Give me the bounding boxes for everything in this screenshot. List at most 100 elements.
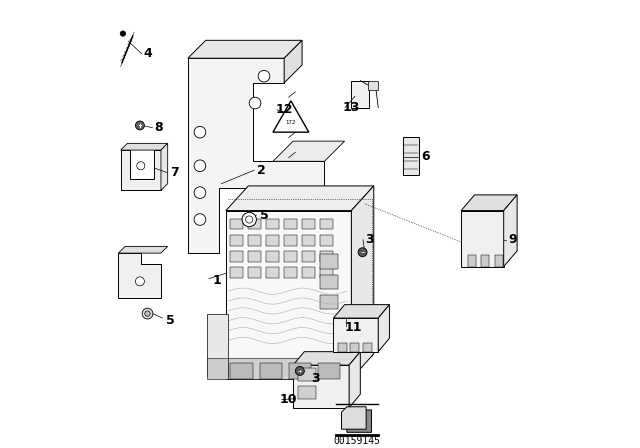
Polygon shape [320, 267, 333, 278]
Polygon shape [188, 58, 324, 253]
Circle shape [358, 248, 367, 257]
Polygon shape [284, 219, 297, 229]
Polygon shape [248, 219, 261, 229]
Polygon shape [293, 365, 349, 408]
Text: 5: 5 [166, 314, 174, 327]
Text: 3: 3 [311, 372, 320, 385]
Polygon shape [333, 318, 378, 352]
Polygon shape [298, 368, 316, 381]
Polygon shape [333, 305, 389, 318]
Polygon shape [226, 211, 351, 379]
Circle shape [249, 97, 261, 109]
Polygon shape [347, 410, 371, 432]
Text: 00159145: 00159145 [333, 436, 380, 446]
Circle shape [258, 70, 270, 82]
Text: 4: 4 [143, 47, 152, 60]
Polygon shape [226, 186, 374, 211]
Text: 10: 10 [280, 393, 298, 406]
Polygon shape [351, 81, 369, 108]
Polygon shape [207, 358, 228, 379]
Circle shape [136, 277, 145, 286]
Polygon shape [230, 251, 243, 262]
Polygon shape [230, 219, 243, 229]
Polygon shape [266, 235, 279, 246]
Polygon shape [468, 255, 476, 267]
Circle shape [145, 311, 150, 316]
Text: 2: 2 [257, 164, 266, 177]
Polygon shape [342, 407, 366, 429]
Polygon shape [260, 363, 282, 379]
Circle shape [137, 162, 145, 170]
Polygon shape [230, 363, 253, 379]
Polygon shape [302, 219, 315, 229]
Text: 5: 5 [260, 208, 268, 222]
Polygon shape [378, 305, 389, 352]
Polygon shape [302, 267, 315, 278]
Polygon shape [248, 251, 261, 262]
Text: 172: 172 [285, 120, 296, 125]
Polygon shape [320, 254, 338, 269]
Polygon shape [481, 255, 490, 267]
Polygon shape [504, 195, 517, 267]
Circle shape [194, 214, 206, 225]
Polygon shape [403, 137, 419, 175]
Polygon shape [298, 386, 316, 399]
Polygon shape [230, 235, 243, 246]
Polygon shape [293, 352, 360, 365]
Text: 8: 8 [154, 121, 163, 134]
Circle shape [194, 160, 206, 172]
Polygon shape [284, 40, 302, 83]
Polygon shape [495, 255, 503, 267]
Polygon shape [226, 358, 351, 379]
Polygon shape [302, 251, 315, 262]
Text: 7: 7 [170, 166, 179, 179]
Polygon shape [317, 363, 340, 379]
Circle shape [142, 308, 153, 319]
Polygon shape [284, 235, 297, 246]
Polygon shape [273, 101, 309, 132]
Polygon shape [188, 40, 302, 58]
Polygon shape [266, 219, 279, 229]
Polygon shape [338, 343, 347, 352]
Polygon shape [369, 81, 378, 90]
Circle shape [194, 187, 206, 198]
Text: 13: 13 [342, 101, 360, 114]
Polygon shape [320, 295, 338, 309]
Text: 11: 11 [345, 320, 362, 334]
Polygon shape [161, 143, 168, 190]
Polygon shape [320, 251, 333, 262]
Polygon shape [302, 235, 315, 246]
Text: 6: 6 [421, 150, 429, 164]
Circle shape [296, 366, 305, 375]
Polygon shape [284, 251, 297, 262]
Polygon shape [289, 363, 311, 379]
Circle shape [242, 212, 257, 227]
Polygon shape [118, 253, 161, 298]
Text: 9: 9 [508, 233, 517, 246]
Polygon shape [248, 235, 261, 246]
Polygon shape [121, 150, 161, 190]
Circle shape [136, 121, 145, 130]
Text: 3: 3 [365, 233, 374, 246]
Polygon shape [121, 143, 168, 150]
Polygon shape [273, 141, 345, 161]
Polygon shape [230, 267, 243, 278]
Circle shape [246, 216, 253, 223]
Polygon shape [461, 211, 504, 267]
Text: 12: 12 [275, 103, 293, 116]
Circle shape [120, 31, 125, 36]
Polygon shape [248, 267, 261, 278]
Polygon shape [118, 246, 168, 253]
Polygon shape [320, 275, 338, 289]
Polygon shape [266, 267, 279, 278]
Polygon shape [207, 314, 228, 376]
Polygon shape [351, 343, 360, 352]
Polygon shape [351, 186, 374, 379]
Polygon shape [461, 195, 517, 211]
Polygon shape [284, 267, 297, 278]
Text: 1: 1 [212, 273, 221, 287]
Polygon shape [349, 352, 360, 408]
Polygon shape [363, 343, 372, 352]
Circle shape [194, 126, 206, 138]
Polygon shape [266, 251, 279, 262]
